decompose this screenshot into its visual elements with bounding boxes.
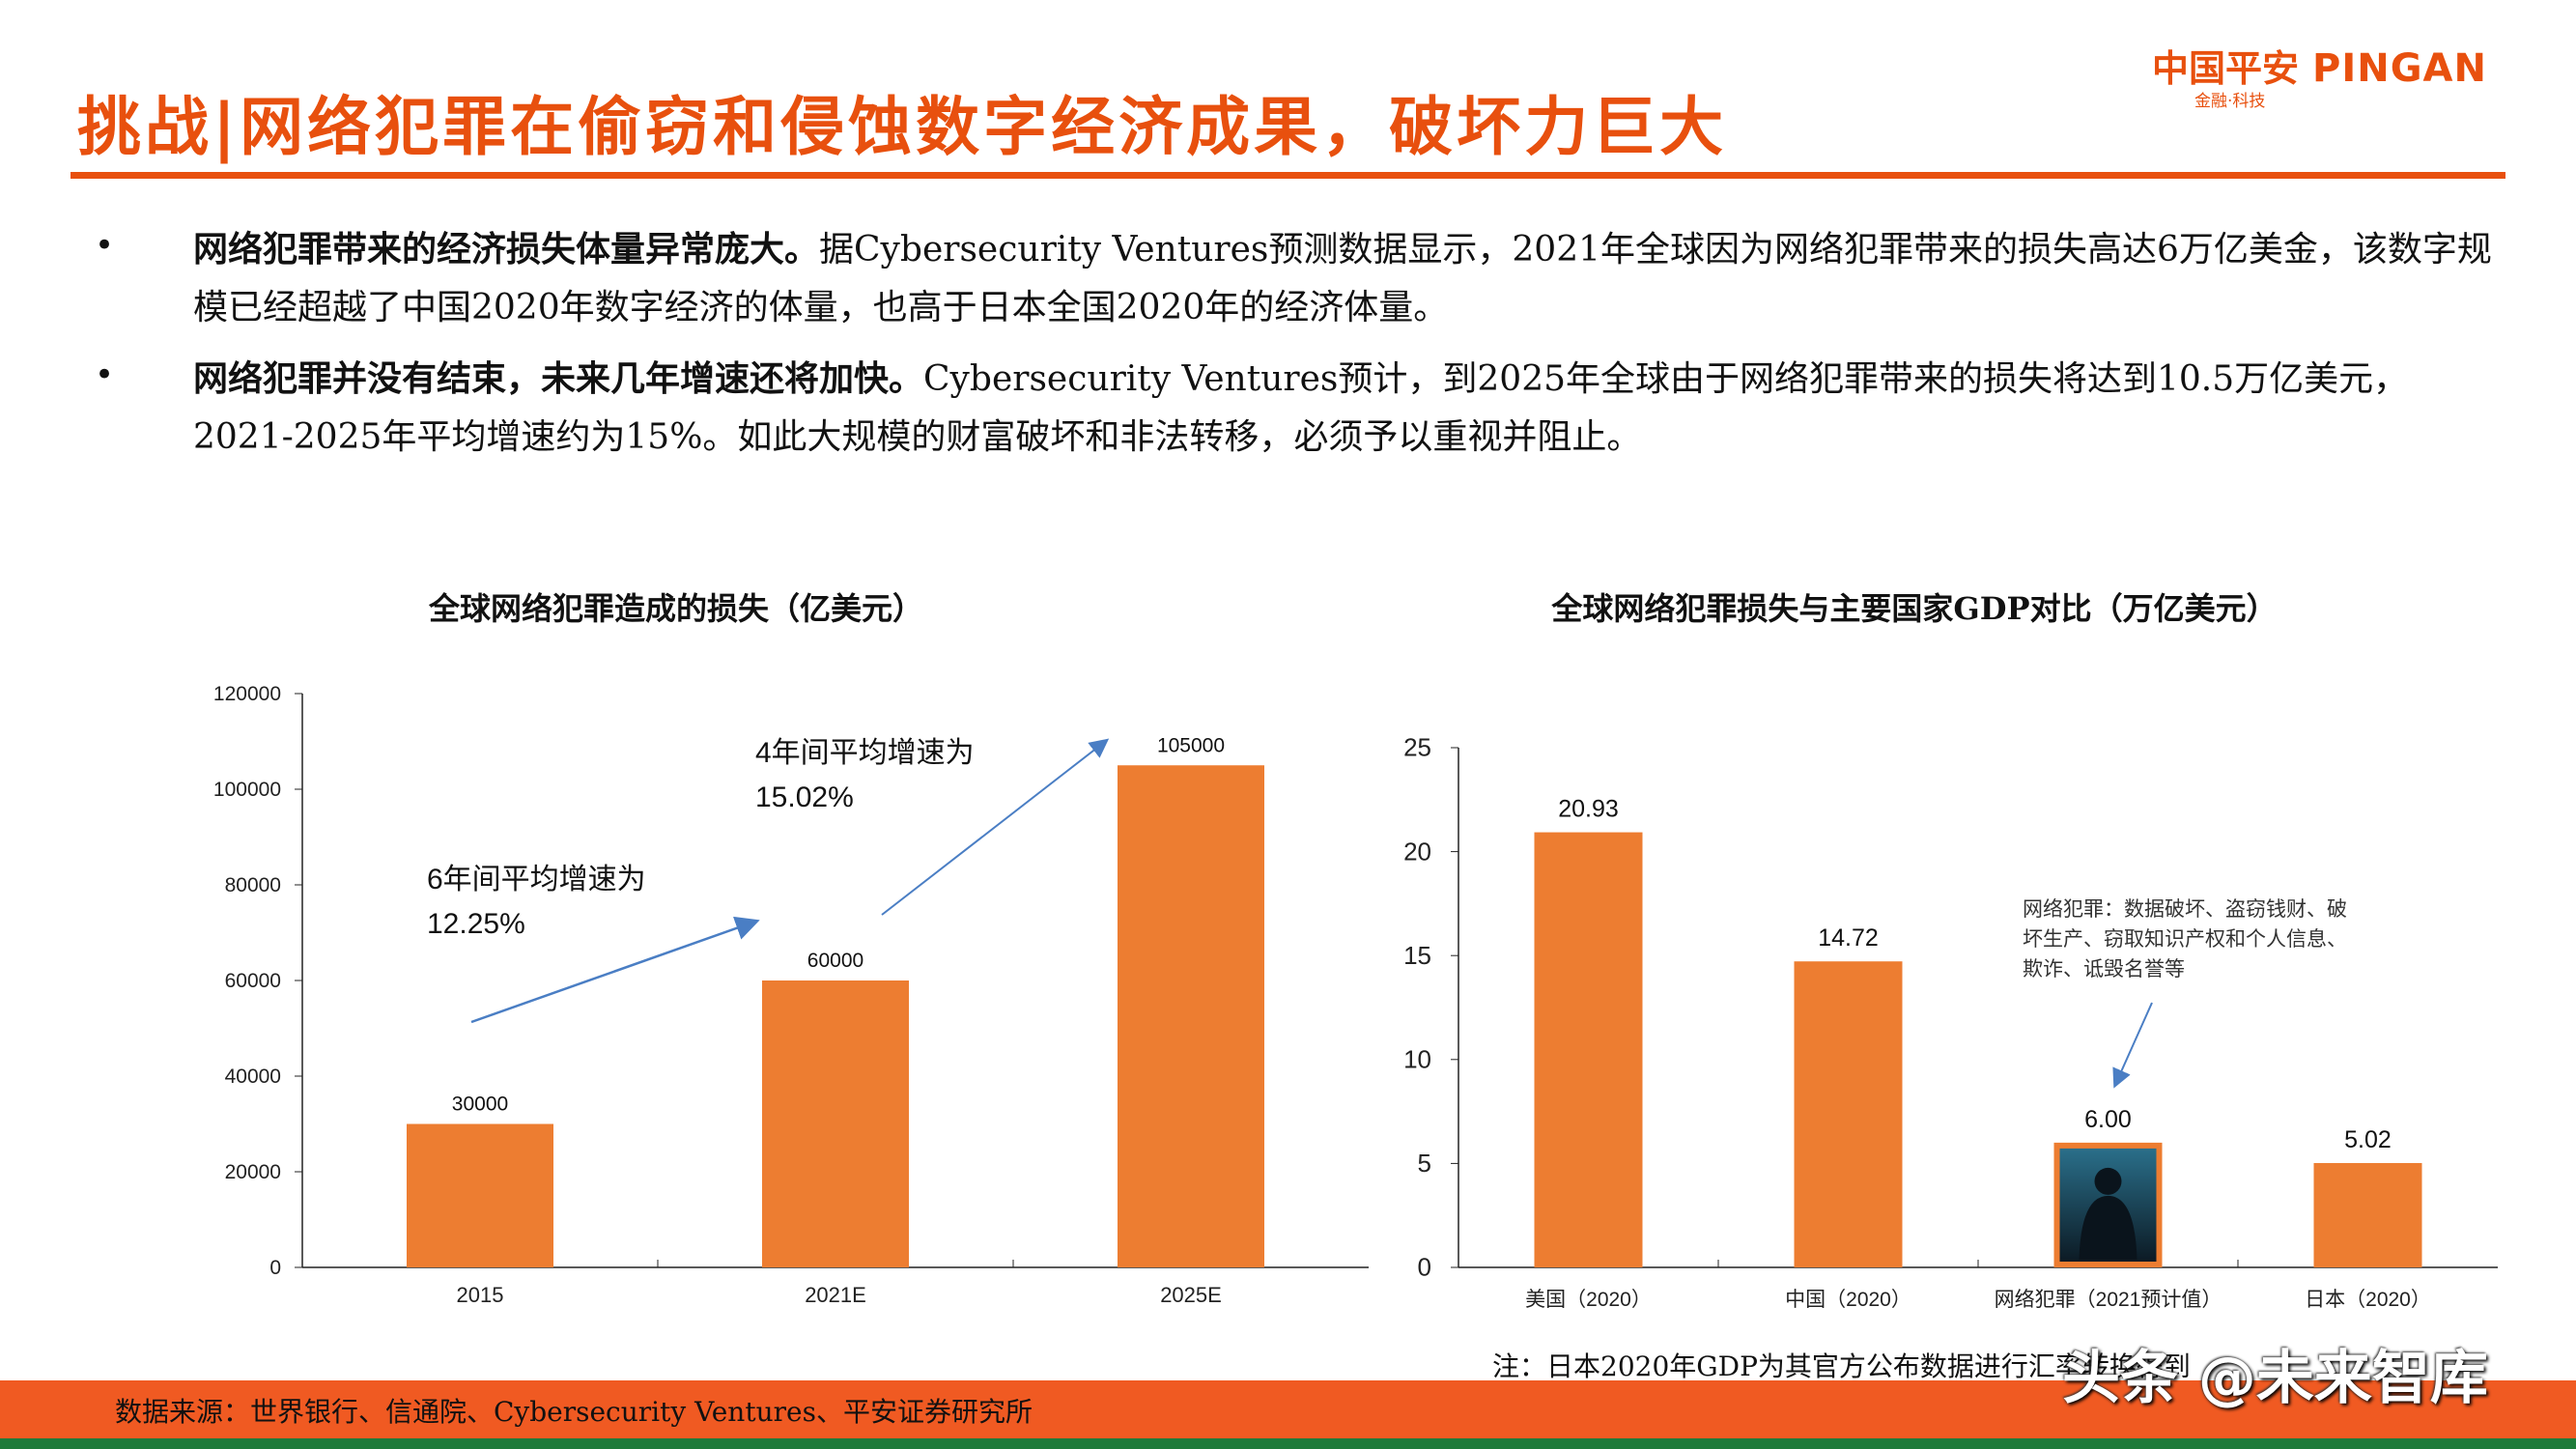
left-chart-title: 全球网络犯罪造成的损失（亿美元） <box>428 590 924 627</box>
charts-canvas: 0 20000 40000 60000 80000 100000 120000 30000 20… <box>213 683 2498 1311</box>
annotation-line: 坏生产、窃取知识产权和个人信息、 <box>2023 927 2347 951</box>
bar <box>1534 832 1643 1267</box>
y-tick-label: 5 <box>1418 1149 1431 1178</box>
annotation-line: 12.25% <box>427 908 525 940</box>
annotation-line: 欺诈、诋毁名誉等 <box>2023 957 2185 980</box>
x-tick-label: 2021E <box>805 1283 866 1307</box>
annotation-arrow <box>2112 1002 2153 1089</box>
y-tick-label: 60000 <box>225 970 281 992</box>
toutiao-watermark: 头条 @未来智库 <box>2062 1345 2488 1412</box>
page-title: 挑战|网络犯罪在偷窃和侵蚀数字经济成果，破坏力巨大 <box>77 90 1728 164</box>
y-tick-label: 100000 <box>213 779 281 801</box>
x-tick-label: 2025E <box>1160 1283 1222 1307</box>
y-tick-label: 40000 <box>225 1065 281 1088</box>
data-label: 60000 <box>807 950 863 972</box>
bullet-1-text: 据Cybersecurity Ventures预测数据显示，2021年全球因为网… <box>193 230 2492 327</box>
cybercrime-annotation: 网络犯罪：数据破坏、盗窃钱财、破 坏生产、窃取知识产权和个人信息、 欺诈、诋毁名… <box>2023 895 2347 984</box>
right-chart-title: 全球网络犯罪损失与主要国家GDP对比（万亿美元） <box>1551 590 2278 627</box>
hacker-body <box>2079 1195 2137 1260</box>
bullet-2-bold: 网络犯罪并没有结束，未来几年增速还将加快。 <box>193 358 924 399</box>
annotation-line: 4年间平均增速为 <box>755 737 975 769</box>
y-tick-label: 20000 <box>225 1161 281 1183</box>
bar <box>407 1123 553 1267</box>
y-tick-label: 80000 <box>225 874 281 896</box>
bullet-icon: • <box>95 226 115 265</box>
bar <box>1794 961 1903 1267</box>
growth-arrow-1 <box>470 916 760 1024</box>
x-tick-label: 中国（2020） <box>1785 1289 1911 1311</box>
bullet-1: 网络犯罪带来的经济损失体量异常庞大。据Cybersecurity Venture… <box>193 220 2492 337</box>
annotation-line: 网络犯罪：数据破坏、盗窃钱财、破 <box>2023 897 2347 921</box>
left-bar-chart: 0 20000 40000 60000 80000 100000 120000 30000 20… <box>213 683 1369 1307</box>
growth-arrow-2 <box>881 738 1110 916</box>
right-bar-chart: 0 5 10 15 20 25 20.93 美国（2020） 14.72 中国（2020） 6.00… <box>1403 733 2498 1311</box>
data-label: 5.02 <box>2344 1126 2392 1153</box>
growth-annotation-1: 6年间平均增速为 12.25% <box>427 858 646 947</box>
footer-line <box>0 1438 2576 1449</box>
data-label: 105000 <box>1157 734 1225 756</box>
y-tick-label: 120000 <box>213 683 281 705</box>
x-tick-label: 网络犯罪（2021预计值） <box>1995 1289 2222 1311</box>
x-tick-label: 2015 <box>457 1283 504 1307</box>
hacker-head <box>2094 1167 2122 1195</box>
x-tick-label: 美国（2020） <box>1525 1289 1652 1311</box>
chart-note: 注：日本2020年GDP为其官方公布数据进行汇率转换得到 <box>1492 1350 2191 1382</box>
logo-cn: 中国平安 <box>2152 47 2300 90</box>
bullet-2-text: Cybersecurity Ventures预计，到2025年全球由于网络犯罪带… <box>193 359 2409 457</box>
data-source: 数据来源：世界银行、信通院、Cybersecurity Ventures、平安证… <box>115 1396 1033 1428</box>
bullet-icon: • <box>95 355 115 394</box>
data-label: 14.72 <box>1818 924 1879 952</box>
y-tick-label: 20 <box>1403 837 1431 866</box>
title-divider <box>71 172 2505 179</box>
y-tick-label: 10 <box>1403 1044 1431 1073</box>
logo-en: PINGAN <box>2312 46 2487 91</box>
data-label: 20.93 <box>1558 796 1619 823</box>
logo-sub: 金融·科技 <box>2194 92 2266 111</box>
pingan-logo: 中国平安 PINGAN 金融·科技 <box>2152 39 2548 116</box>
annotation-line: 15.02% <box>755 781 854 813</box>
bullet-2: 网络犯罪并没有结束，未来几年增速还将加快。Cybersecurity Ventu… <box>193 350 2492 467</box>
y-tick-label: 0 <box>1418 1253 1431 1282</box>
data-label: 30000 <box>452 1094 508 1116</box>
data-label: 6.00 <box>2084 1106 2132 1133</box>
footer-bar <box>0 1380 2576 1438</box>
bar <box>762 980 909 1267</box>
annotation-line: 6年间平均增速为 <box>427 864 646 895</box>
bullet-1-bold: 网络犯罪带来的经济损失体量异常庞大。 <box>193 229 820 270</box>
bar <box>2313 1162 2422 1267</box>
x-tick-label: 日本（2020） <box>2305 1289 2431 1311</box>
y-tick-label: 25 <box>1403 733 1431 762</box>
y-tick-label: 0 <box>269 1257 281 1279</box>
bar <box>1118 765 1264 1267</box>
growth-annotation-2: 4年间平均增速为 15.02% <box>755 731 975 820</box>
y-tick-label: 15 <box>1403 941 1431 970</box>
